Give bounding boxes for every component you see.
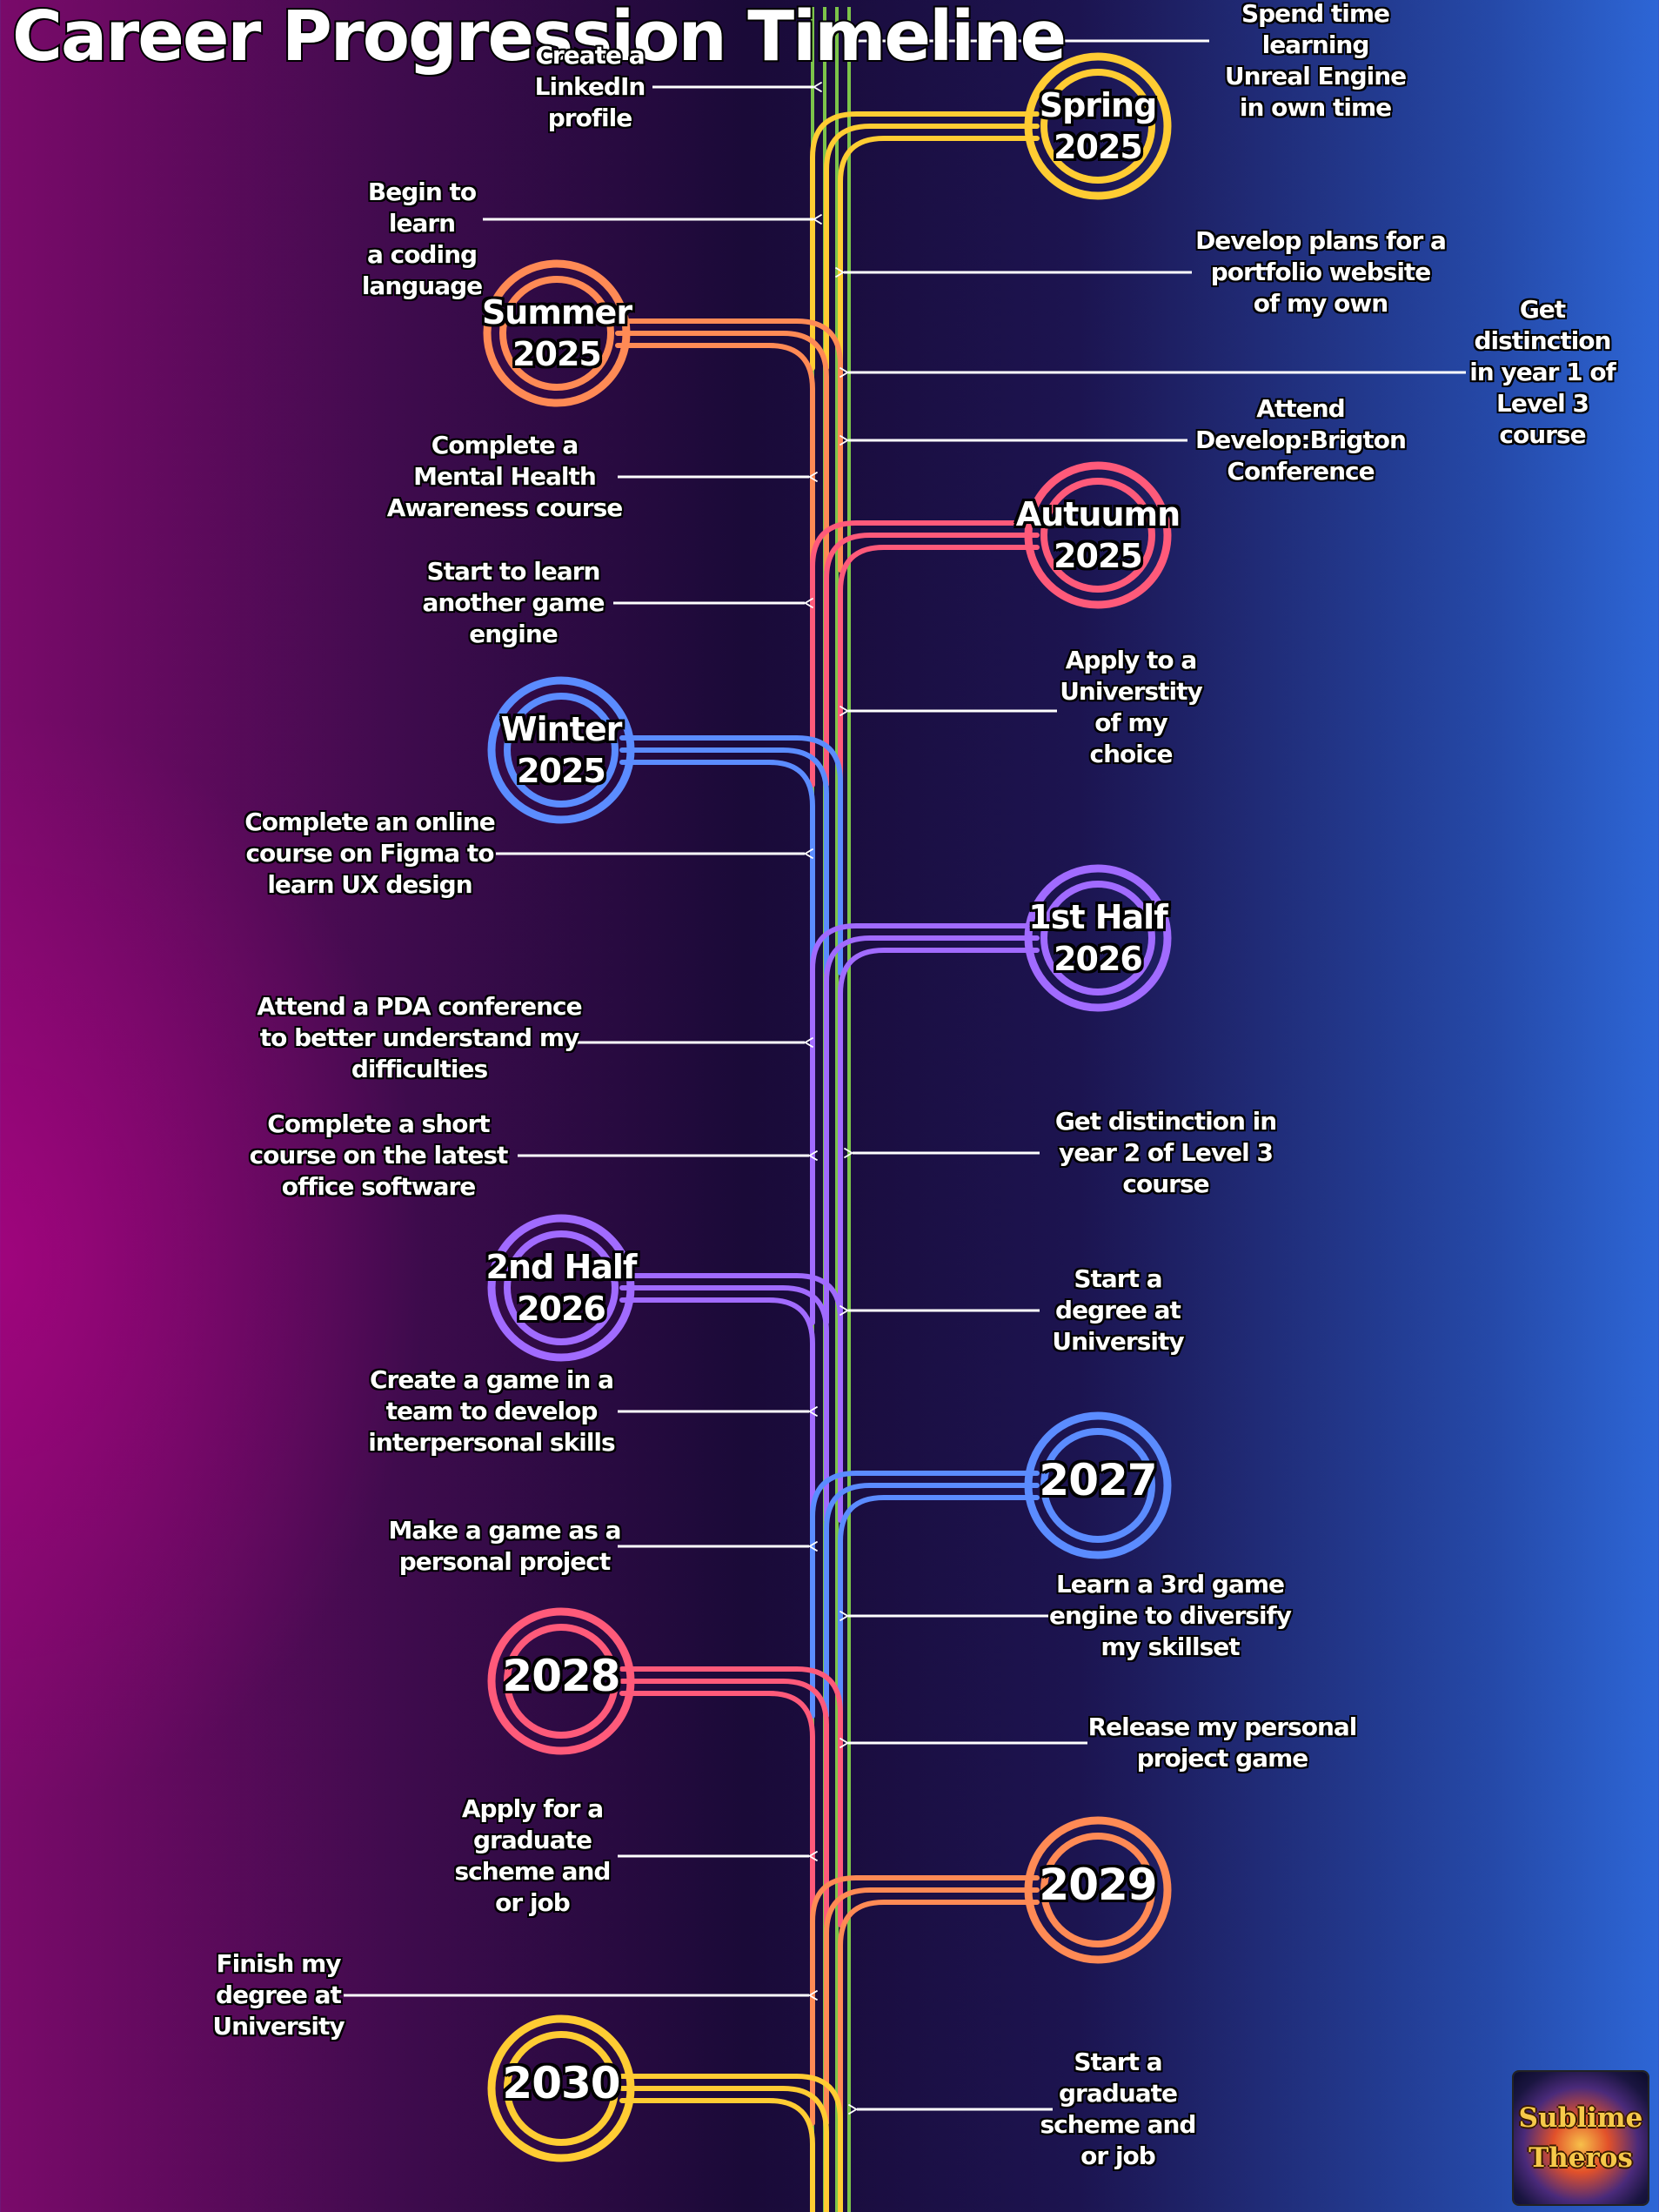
logo-text: Sublime Theros bbox=[1518, 2102, 1643, 2174]
milestone-label: Spring 2025 bbox=[1039, 86, 1158, 166]
milestone-connector-line bbox=[810, 520, 1040, 788]
milestone-inner-ring bbox=[1040, 1833, 1155, 1947]
milestone-connector-line bbox=[838, 1900, 1040, 2126]
goal-label: Attend a PDA conference to better unders… bbox=[257, 992, 582, 1083]
milestone-outer-ring bbox=[487, 1214, 635, 1362]
milestone-connector-line bbox=[619, 747, 829, 975]
milestone-connector-line bbox=[619, 2086, 829, 2212]
goal-label: Spend time learning Unreal Engine in own… bbox=[1224, 0, 1407, 122]
goal-label: Apply to a Universtity of my choice bbox=[1060, 646, 1203, 768]
milestone-outer-ring bbox=[1024, 1816, 1172, 1964]
goal-label: Finish my degree at University bbox=[212, 1949, 345, 2041]
milestone-inner-ring bbox=[1040, 69, 1155, 184]
milestone-outer-ring bbox=[1024, 864, 1172, 1012]
milestone-connector-line bbox=[619, 1297, 815, 1523]
goal-label: Complete an online course on Figma to le… bbox=[244, 808, 496, 899]
goal-label: Get distinction in year 1 of Level 3 cou… bbox=[1469, 295, 1616, 449]
milestone-inner-ring bbox=[1040, 881, 1155, 995]
milestone-connector-line bbox=[619, 735, 843, 975]
milestone-connector-line bbox=[824, 1483, 1040, 1719]
milestone-connector-line bbox=[619, 1285, 829, 1523]
milestone-inner-ring bbox=[504, 1624, 619, 1739]
goal-label: Apply for a graduate scheme and or job bbox=[454, 1794, 612, 1917]
milestone-outer-ring bbox=[483, 259, 631, 407]
milestone-label: 1st Half 2026 bbox=[1028, 898, 1167, 978]
milestone-connector-line bbox=[838, 1495, 1040, 1719]
milestone-label: 2nd Half 2026 bbox=[485, 1248, 638, 1328]
milestone-connector-line bbox=[619, 1679, 829, 1927]
milestone-connector-line bbox=[615, 318, 843, 573]
goal-label: Make a game as a personal project bbox=[388, 1516, 621, 1576]
page-title: Career Progression Timeline bbox=[10, 0, 1068, 77]
milestone-inner-ring bbox=[1040, 478, 1155, 593]
goal-label: Get distinction in year 2 of Level 3 cou… bbox=[1054, 1107, 1277, 1198]
goal-label: Start a degree at University bbox=[1052, 1264, 1184, 1356]
milestone-label: 2028 bbox=[502, 1651, 620, 1701]
milestone-connector-line bbox=[824, 935, 1040, 1325]
milestone-connector-line bbox=[824, 124, 1040, 371]
milestone-connector-line bbox=[619, 1691, 815, 1927]
milestone-connector-line bbox=[619, 760, 815, 975]
milestone-connector-line bbox=[824, 533, 1040, 788]
goal-label: Learn a 3rd game engine to diversify my … bbox=[1049, 1570, 1292, 1661]
milestone-connector-line bbox=[619, 2074, 843, 2212]
milestone-outer-ring bbox=[1024, 461, 1172, 609]
milestone-connector-line bbox=[615, 331, 829, 573]
goal-label: Create a LinkedIn profile bbox=[534, 41, 646, 132]
milestone-connector-line bbox=[810, 111, 1040, 371]
milestone-connector-line bbox=[615, 343, 815, 573]
milestone-label: Summer 2025 bbox=[481, 293, 632, 373]
goal-label: Complete a short course on the latest of… bbox=[249, 1109, 509, 1201]
milestone-label: 2029 bbox=[1039, 1860, 1157, 1910]
milestone-connector-line bbox=[619, 1666, 843, 1927]
goal-label: Complete a Mental Health Awareness cours… bbox=[386, 431, 623, 522]
goal-label: Release my personal project game bbox=[1087, 1713, 1358, 1773]
goal-label: Begin to learn a coding language bbox=[361, 178, 483, 300]
milestone-connector-line bbox=[838, 948, 1040, 1325]
goal-label: Attend Develop:Brigton Conference bbox=[1195, 394, 1407, 486]
milestone-connector-line bbox=[810, 923, 1040, 1325]
milestone-outer-ring bbox=[487, 1607, 635, 1755]
milestone-outer-ring bbox=[1024, 1411, 1172, 1559]
milestone-inner-ring bbox=[504, 2031, 619, 2146]
milestone-connector-line bbox=[810, 1471, 1040, 1719]
milestone-connector-line bbox=[838, 136, 1040, 371]
milestone-label: 2027 bbox=[1039, 1455, 1157, 1505]
milestone-connector-line bbox=[619, 1273, 843, 1523]
goal-label: Create a game in a team to develop inter… bbox=[368, 1365, 615, 1457]
milestone-inner-ring bbox=[499, 276, 614, 391]
milestone-connector-line bbox=[824, 1887, 1040, 2126]
goal-label: Start a graduate scheme and or job bbox=[1040, 2048, 1197, 2170]
milestone-label: Autuumn 2025 bbox=[1015, 495, 1181, 575]
sublime-theros-logo: Sublime Theros bbox=[1514, 2072, 1648, 2204]
milestone-inner-ring bbox=[504, 693, 619, 808]
milestone-label: 2030 bbox=[502, 2058, 620, 2108]
milestone-outer-ring bbox=[487, 676, 635, 824]
milestone-connector-line bbox=[619, 2098, 815, 2212]
goal-label: Develop plans for a portfolio website of… bbox=[1195, 226, 1447, 318]
milestone-outer-ring bbox=[487, 2014, 635, 2162]
milestone-outer-ring bbox=[1024, 52, 1172, 200]
milestone-connector-line bbox=[838, 545, 1040, 788]
milestone-label: Winter 2025 bbox=[500, 710, 623, 790]
milestone-connector-line bbox=[810, 1875, 1040, 2126]
milestone-inner-ring bbox=[1040, 1428, 1155, 1543]
milestone-inner-ring bbox=[504, 1230, 619, 1345]
goal-label: Start to learn another game engine bbox=[422, 557, 605, 648]
